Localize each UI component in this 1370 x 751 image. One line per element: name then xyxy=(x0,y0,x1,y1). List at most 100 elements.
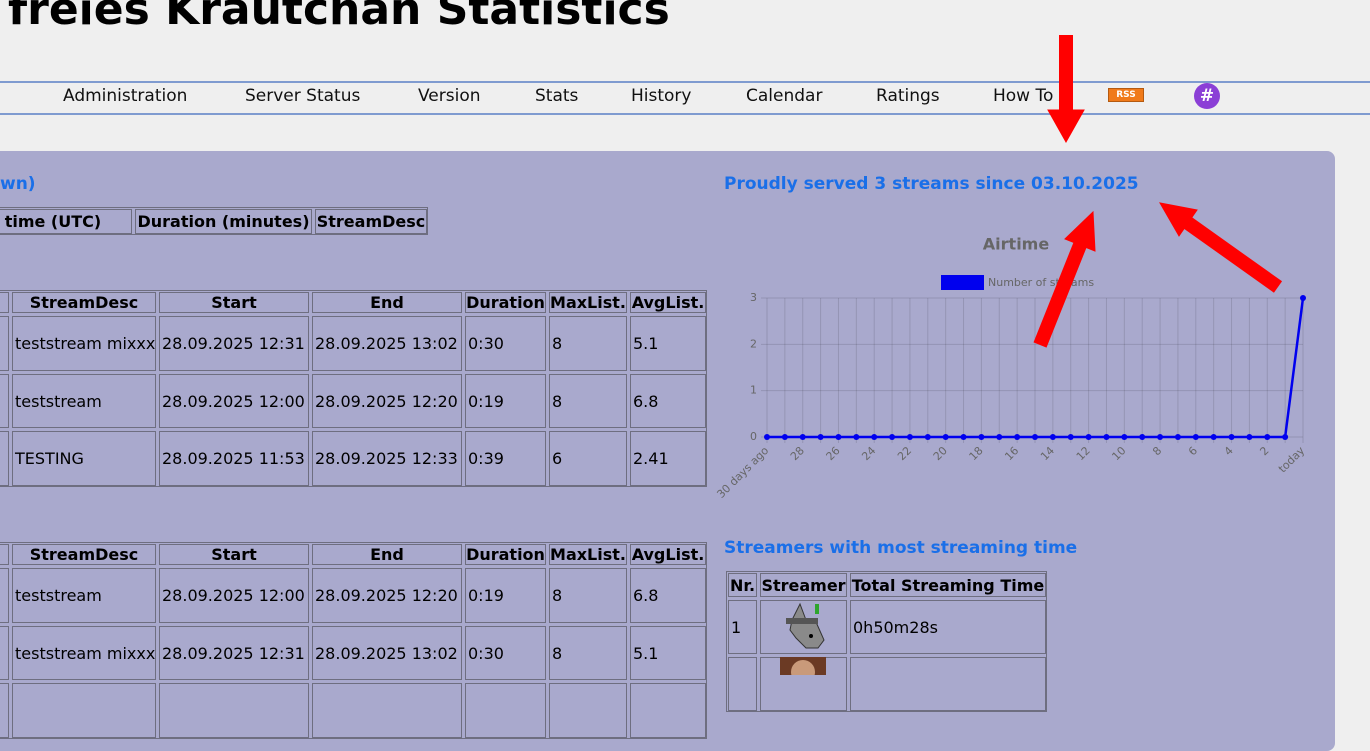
x-tick-label: today xyxy=(1276,444,1308,476)
table-cell xyxy=(159,683,309,738)
table-header-cell: MaxList. xyxy=(549,292,627,313)
nav-link[interactable]: How To xyxy=(993,86,1054,106)
table-header-cell: AvgList. xyxy=(630,544,706,565)
table-cell: teststream xyxy=(12,568,156,623)
table-header-cell: MaxList. xyxy=(549,544,627,565)
data-point xyxy=(871,434,878,440)
data-point xyxy=(817,434,824,440)
data-point xyxy=(1121,434,1128,440)
data-point xyxy=(1032,434,1038,440)
table xyxy=(0,207,428,235)
table-cell xyxy=(465,683,546,738)
table-header-cell xyxy=(0,292,9,313)
rss-icon[interactable]: RSS xyxy=(1108,88,1144,102)
x-tick-label: 10 xyxy=(1109,444,1128,463)
x-tick-label: 20 xyxy=(931,444,950,463)
table-cell: 28.09.2025 12:00 xyxy=(159,374,309,428)
table-cell: 28.09.2025 11:53 xyxy=(159,431,309,486)
table-header-cell: End xyxy=(312,292,462,313)
table-cell: 0:19 xyxy=(465,374,546,428)
table-cell xyxy=(0,683,9,738)
nav-line xyxy=(0,113,1370,115)
table-header-cell: Duration xyxy=(465,544,546,565)
annotation-arrows xyxy=(1033,35,1283,348)
x-tick-label: 30 days ago xyxy=(714,444,771,501)
table-cell: 28.09.2025 13:02 xyxy=(312,316,462,371)
nav-link[interactable]: History xyxy=(631,86,692,106)
x-tick-label: 16 xyxy=(1002,444,1021,463)
x-tick-label: 8 xyxy=(1150,444,1164,458)
table-cell xyxy=(0,316,9,371)
table xyxy=(0,290,707,487)
x-tick-label: 2 xyxy=(1257,444,1271,458)
panel xyxy=(0,151,1335,751)
table-cell: TESTING xyxy=(12,431,156,486)
table-cell: 6.8 xyxy=(630,568,706,623)
data-point xyxy=(1282,434,1289,440)
data-point xyxy=(1067,434,1074,440)
table-cell xyxy=(630,683,706,738)
table-cell xyxy=(12,683,156,738)
table-cell: 2.41 xyxy=(630,431,706,486)
table-cell: 6 xyxy=(549,431,627,486)
y-tick-label: 0 xyxy=(750,430,757,443)
table-cell xyxy=(0,374,9,428)
nav-link[interactable]: Version xyxy=(418,86,481,106)
data-point xyxy=(799,434,806,440)
table-header-cell: Duration xyxy=(465,292,546,313)
nav-link[interactable]: Server Status xyxy=(245,86,361,106)
table-cell: 28.09.2025 12:00 xyxy=(159,568,309,623)
x-tick-label: 6 xyxy=(1186,444,1200,458)
table-cell: teststream xyxy=(12,374,156,428)
x-tick-label: 18 xyxy=(967,444,986,463)
table-cell: 0h50m28s xyxy=(850,600,1046,654)
data-point xyxy=(1139,434,1146,440)
y-tick-label: 2 xyxy=(750,337,757,350)
x-tick-label: 28 xyxy=(788,444,807,463)
data-point xyxy=(1210,434,1217,440)
table-header-cell: StreamDesc xyxy=(315,209,427,234)
table-cell: 1 xyxy=(728,600,757,654)
data-point xyxy=(924,434,931,440)
data-point xyxy=(978,434,985,440)
nav-link[interactable]: Calendar xyxy=(746,86,823,106)
nav-line xyxy=(0,81,1370,83)
data-point xyxy=(1174,434,1181,440)
table-header-cell: Total Streaming Time xyxy=(850,573,1046,597)
table-header-cell: End xyxy=(312,544,462,565)
table-cell xyxy=(760,600,847,654)
table-header-cell: Start xyxy=(159,292,309,313)
avatar xyxy=(780,602,826,675)
x-tick-label: 26 xyxy=(824,444,843,463)
table-cell: 0:19 xyxy=(465,568,546,623)
data-point xyxy=(1264,434,1271,440)
data-point xyxy=(1228,434,1235,440)
data-point xyxy=(1157,434,1164,440)
data-point xyxy=(781,434,788,440)
x-tick-label: 4 xyxy=(1222,444,1236,458)
y-tick-label: 3 xyxy=(750,291,757,304)
data-point xyxy=(764,434,770,440)
data-point xyxy=(1049,434,1056,440)
x-tick-label: 14 xyxy=(1038,444,1057,463)
chat-icon[interactable]: # xyxy=(1194,83,1220,109)
table-cell xyxy=(549,683,627,738)
data-point xyxy=(889,434,896,440)
data-point xyxy=(906,434,913,440)
legend-swatch xyxy=(941,275,984,290)
data-point xyxy=(835,434,842,440)
nav-link[interactable]: Ratings xyxy=(876,86,940,106)
nav-link[interactable]: Stats xyxy=(535,86,579,106)
data-point xyxy=(853,434,860,440)
table-header-cell: StreamDesc xyxy=(12,544,156,565)
table-header-cell xyxy=(0,544,9,565)
table-cell: 28.09.2025 12:20 xyxy=(312,568,462,623)
y-tick-label: 1 xyxy=(750,384,757,397)
data-point xyxy=(1085,434,1092,440)
x-tick-label: 12 xyxy=(1074,444,1093,463)
table-cell: 28.09.2025 12:33 xyxy=(312,431,462,486)
table-header-cell: Start xyxy=(159,544,309,565)
nav-link[interactable]: Administration xyxy=(63,86,188,106)
table-header-cell: AvgList. xyxy=(630,292,706,313)
